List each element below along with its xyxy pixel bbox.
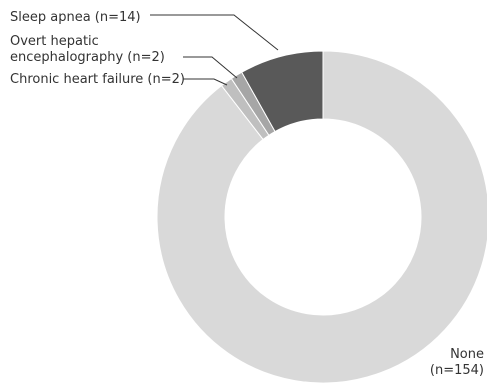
label-overt-hepatic-encephalography: Overt hepatic encephalography (n=2) [10,34,165,65]
label-chronic-heart-failure: Chronic heart failure (n=2) [10,72,185,87]
slice-sleep-apnea [241,50,324,133]
chart-slices [156,50,487,384]
leader-line-chronic-heart-failure [183,78,228,86]
slice-none [156,50,487,384]
label-sleep-apnea: Sleep apnea (n=14) [10,10,141,25]
leader-line-overt-hepatic-encephalography [183,56,238,79]
leader-line-sleep-apnea [150,14,279,51]
chart-leader-lines [150,14,279,86]
chart-labels: None (n=154) Chronic heart failure (n=2) Ov… [10,10,484,378]
label-none: None (n=154) [430,347,484,378]
